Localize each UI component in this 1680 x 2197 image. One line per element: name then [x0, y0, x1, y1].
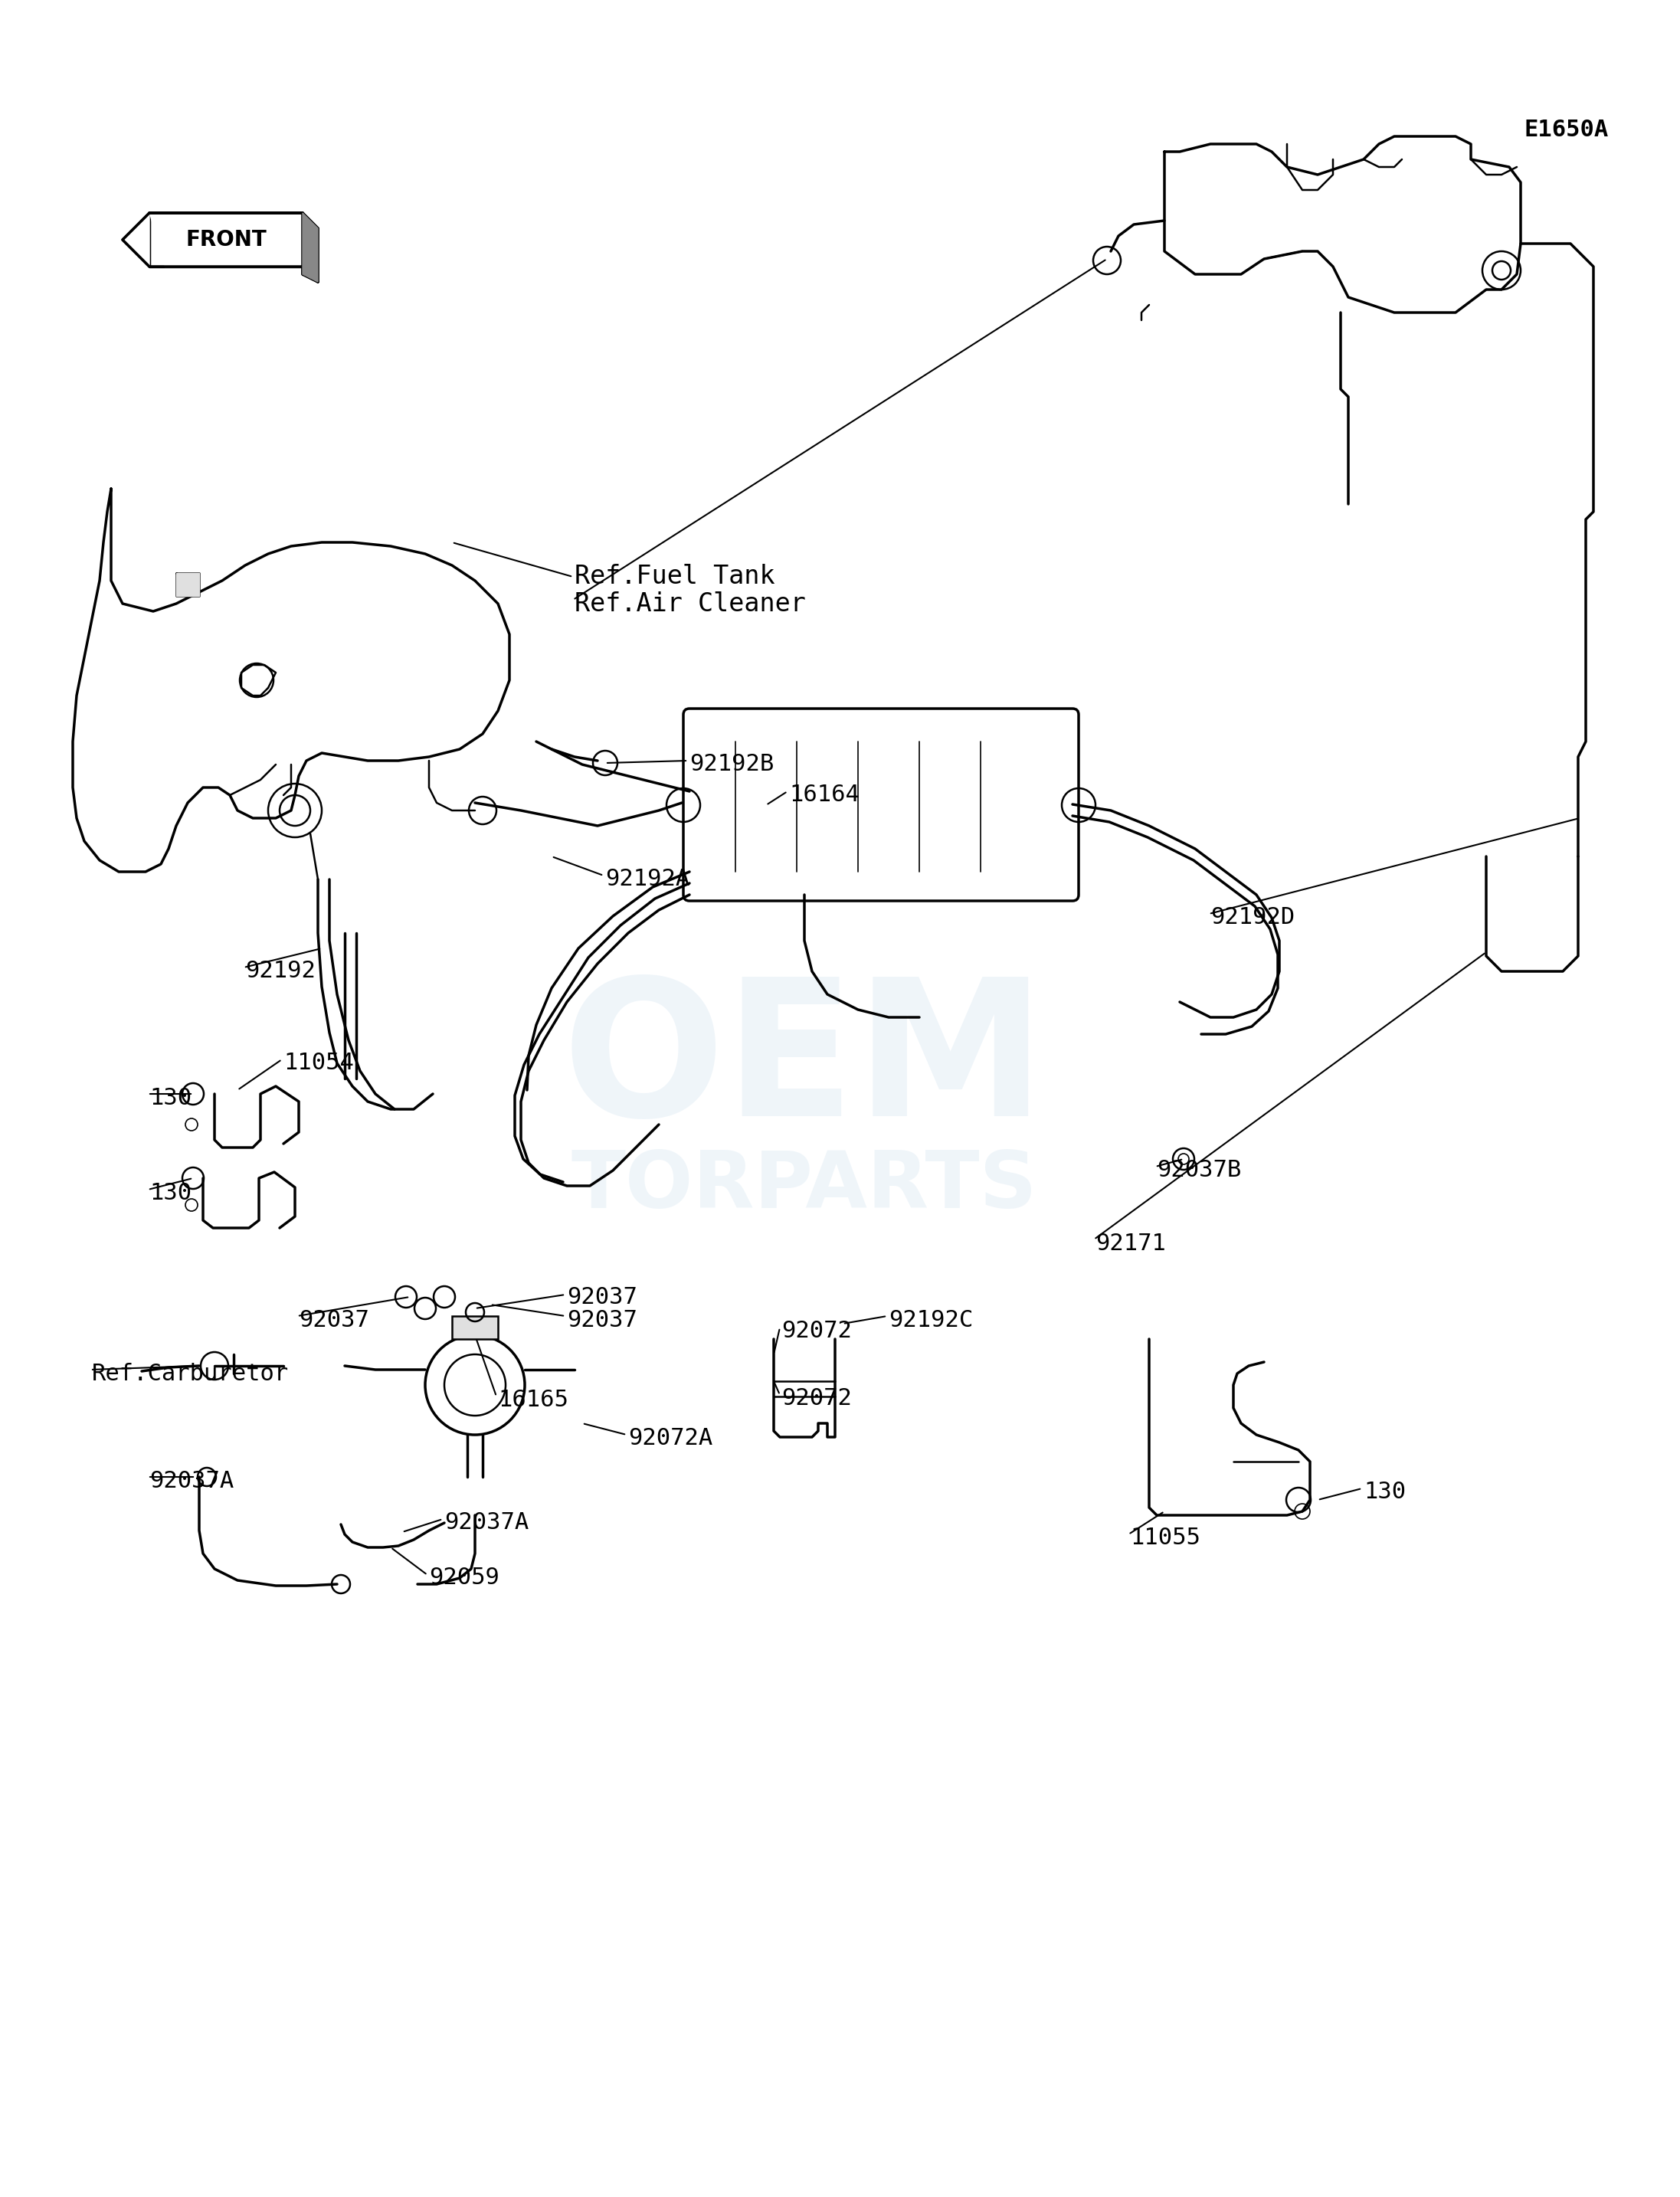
Text: Ref.Carburetor: Ref.Carburetor — [92, 1362, 289, 1384]
Text: Ref.Fuel Tank: Ref.Fuel Tank — [575, 565, 774, 589]
Text: 11055: 11055 — [1131, 1527, 1200, 1549]
Text: FRONT: FRONT — [185, 228, 267, 250]
Text: 16165: 16165 — [497, 1389, 568, 1410]
Text: 92072: 92072 — [781, 1320, 852, 1342]
Polygon shape — [150, 213, 302, 266]
Text: 11054: 11054 — [284, 1052, 354, 1074]
Text: 92192B: 92192B — [689, 754, 774, 776]
Polygon shape — [302, 213, 318, 281]
Text: 92059: 92059 — [428, 1566, 499, 1588]
Bar — [452, 1316, 497, 1338]
Text: 92072: 92072 — [781, 1389, 852, 1410]
Text: Ref.Air Cleaner: Ref.Air Cleaner — [575, 591, 806, 617]
Text: E1650A: E1650A — [1524, 119, 1609, 141]
Text: 130: 130 — [1364, 1481, 1406, 1503]
Text: 92171: 92171 — [1095, 1233, 1166, 1254]
Polygon shape — [123, 213, 150, 266]
Text: OEM: OEM — [563, 971, 1047, 1156]
Text: TORPARTS: TORPARTS — [571, 1147, 1038, 1224]
Text: 16164: 16164 — [790, 784, 860, 806]
Polygon shape — [176, 573, 200, 595]
Text: 130: 130 — [150, 1182, 192, 1204]
Text: 130: 130 — [150, 1088, 192, 1109]
Text: 92037: 92037 — [299, 1309, 370, 1331]
Text: 92192A: 92192A — [605, 868, 690, 890]
Text: 92192D: 92192D — [1210, 907, 1295, 929]
Text: 92037B: 92037B — [1158, 1160, 1242, 1182]
Text: 92192: 92192 — [245, 960, 316, 982]
Text: 92037: 92037 — [566, 1309, 637, 1331]
Text: 92037A: 92037A — [150, 1470, 234, 1492]
Text: 92072A: 92072A — [628, 1428, 712, 1450]
FancyBboxPatch shape — [684, 710, 1079, 901]
Text: 92037A: 92037A — [444, 1512, 529, 1534]
Text: 92192C: 92192C — [889, 1309, 973, 1331]
Text: 92037: 92037 — [566, 1285, 637, 1307]
